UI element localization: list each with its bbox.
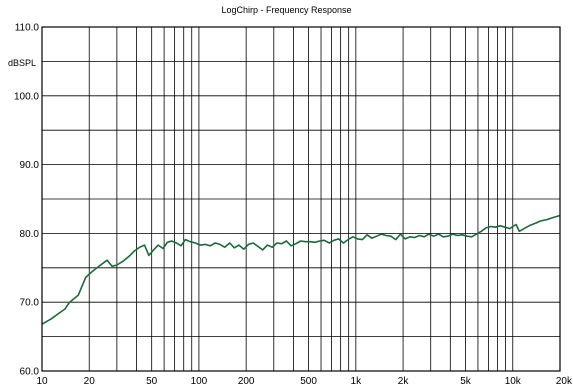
y-tick-label: 70.0 (20, 298, 40, 309)
x-tick-label: 20 (84, 376, 96, 387)
y-tick-labels: 110.0 100.0 90.0 80.0 70.0 60.0 (14, 23, 39, 378)
x-tick-label: 2k (398, 376, 410, 387)
x-tick-label: 200 (238, 376, 255, 387)
y-tick-label: 90.0 (20, 160, 40, 171)
response-series-line (41, 214, 561, 325)
plot-frame (41, 26, 561, 372)
x-tick-label: 500 (300, 376, 317, 387)
x-tick-label: 5k (460, 376, 472, 387)
y-tick-label: 60.0 (20, 367, 40, 378)
x-tick-label: 1k (351, 376, 363, 387)
x-tick-label: 10 (36, 376, 48, 387)
grid-layer (42, 26, 560, 372)
x-tick-label: 10k (505, 376, 522, 387)
x-tick-label: 100 (191, 376, 208, 387)
data-layer (41, 214, 561, 325)
y-tick-label: 100.0 (14, 91, 39, 102)
y-axis-label: dBSPL (8, 58, 37, 68)
x-tick-label: 20k (556, 376, 573, 387)
y-tick-label: 110.0 (15, 23, 40, 34)
chart-title: LogChirp - Frequency Response (221, 5, 352, 15)
x-tick-label: 50 (146, 376, 158, 387)
x-tick-labels: 10 20 50 100 200 500 1k 2k 5k 10k 20k (36, 376, 573, 387)
y-tick-label: 80.0 (20, 229, 40, 240)
